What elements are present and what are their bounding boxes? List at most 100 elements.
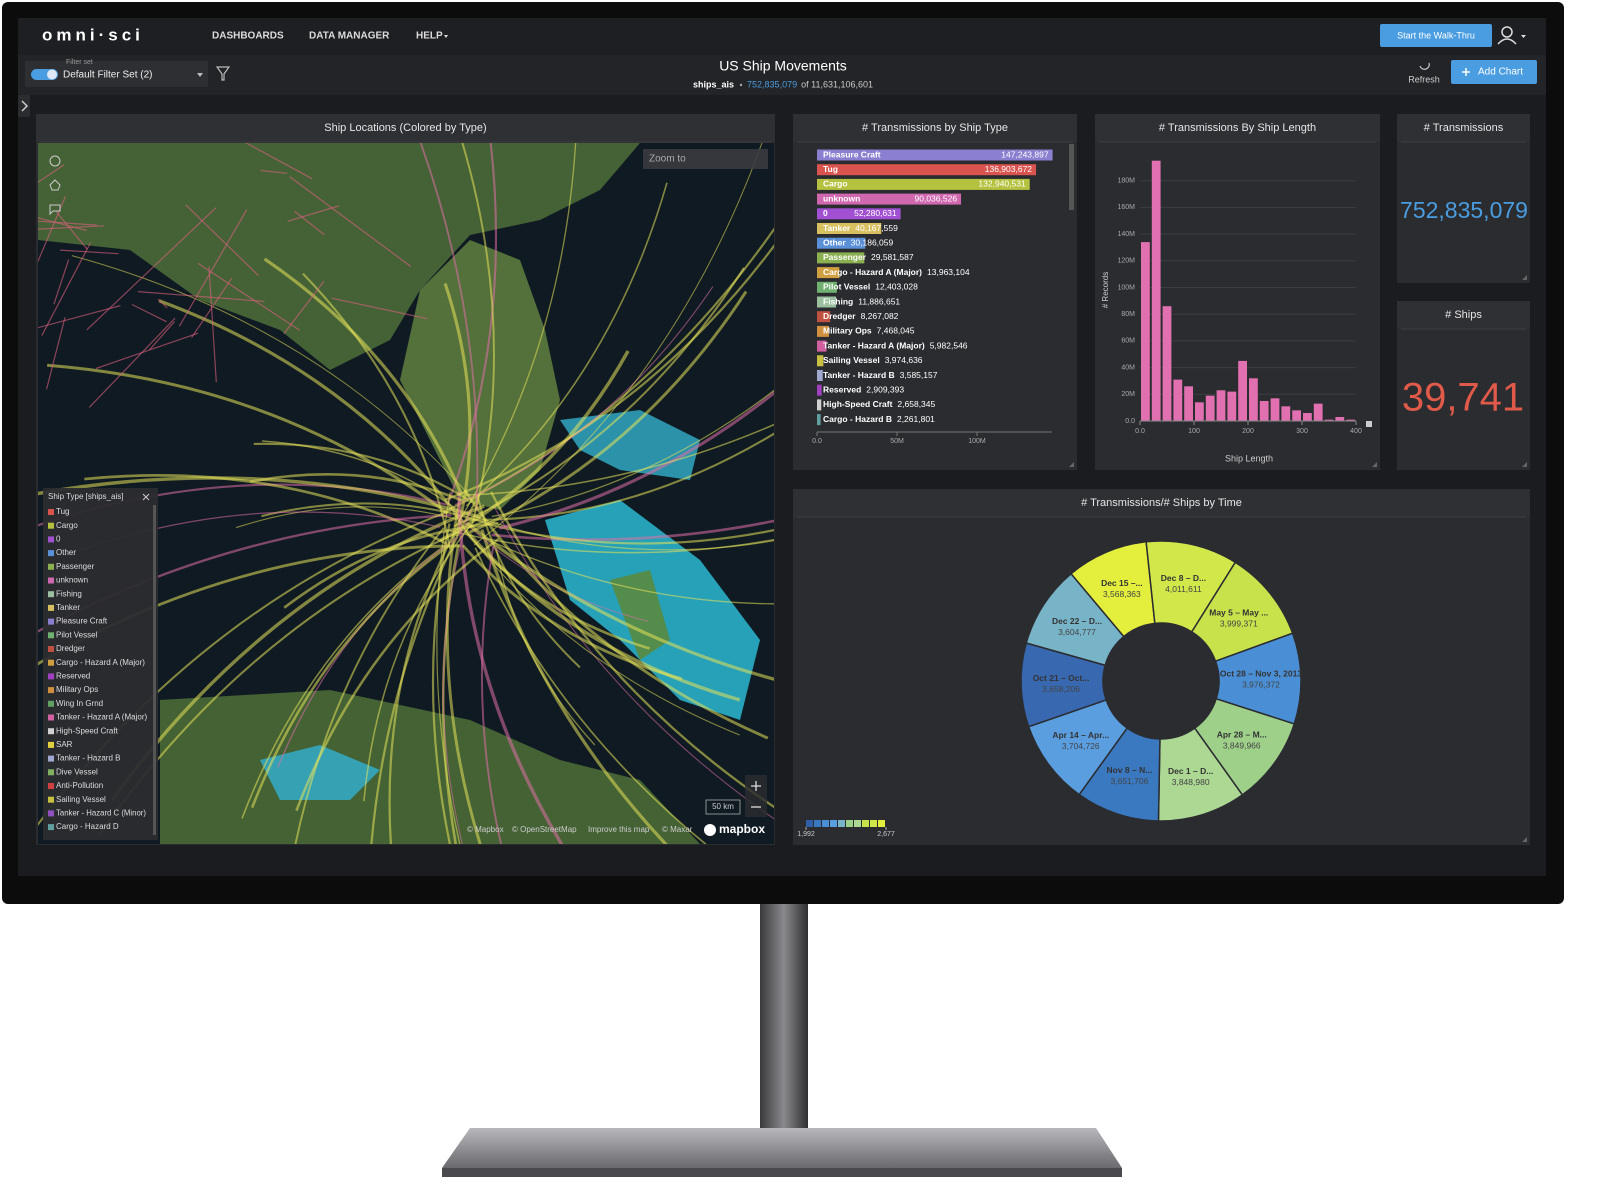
user-icon[interactable] xyxy=(1501,26,1513,38)
donut-slice-value: 3,999,371 xyxy=(1220,618,1258,628)
ship-track xyxy=(294,527,445,844)
panel-header xyxy=(793,114,1077,142)
legend-label: SAR xyxy=(56,740,73,749)
donut-slice-value: 3,704,726 xyxy=(1062,741,1100,751)
map-attribution: © OpenStreetMap xyxy=(512,825,577,834)
walkthru-button[interactable] xyxy=(1380,24,1492,47)
resize-handle[interactable] xyxy=(1522,837,1527,842)
zoom-controls[interactable] xyxy=(745,775,767,817)
ship-track xyxy=(492,524,774,545)
histogram-bar xyxy=(1281,406,1291,421)
legend-swatch xyxy=(48,810,54,817)
bar xyxy=(817,296,837,308)
draw-tool[interactable] xyxy=(49,155,61,167)
bar-value-label: 13,963,104 xyxy=(927,267,970,277)
bar xyxy=(817,164,1037,176)
legend-swatch xyxy=(48,563,54,570)
walkthru-button-label: Start the Walk-Thru xyxy=(1397,30,1475,40)
ship-track xyxy=(59,249,119,255)
x-tick-label: 400 xyxy=(1350,428,1362,435)
histogram-bar xyxy=(1227,391,1237,421)
donut-slice-label: Apr 14 – Apr... xyxy=(1052,730,1109,740)
ship-track xyxy=(191,277,233,338)
panel-title: # Transmissions by Ship Type xyxy=(862,122,1008,134)
ship-track xyxy=(45,317,66,390)
ship-track xyxy=(149,321,175,351)
y-tick-label: 60M xyxy=(1121,338,1135,345)
scrollbar[interactable] xyxy=(1069,144,1074,210)
histogram-bar xyxy=(1292,410,1301,421)
bar-value-label: 147,243,897 xyxy=(1001,149,1049,159)
donut-slice-label: Oct 21 – Oct... xyxy=(1033,673,1090,683)
side-toggle[interactable] xyxy=(18,95,30,117)
panel-header xyxy=(1095,114,1380,142)
legend-swatch xyxy=(48,755,54,762)
bar-value-label: 2,909,393 xyxy=(866,384,904,394)
ship-track xyxy=(197,262,300,331)
ship-track xyxy=(157,298,168,309)
lock-icon xyxy=(1366,421,1372,427)
map-canvas[interactable] xyxy=(0,0,1051,1038)
y-tick-label: 180M xyxy=(1117,178,1135,185)
legend-swatch xyxy=(48,618,54,625)
draw-tool[interactable] xyxy=(49,179,61,191)
ship-track xyxy=(95,332,199,370)
subtitle-part: ships_ais xyxy=(693,79,734,89)
legend-swatch xyxy=(48,536,54,543)
ship-track xyxy=(38,164,65,184)
zoom-to-placeholder: Zoom to xyxy=(649,154,686,165)
map-legend-close[interactable] xyxy=(142,493,150,501)
bar-label: Dredger xyxy=(823,311,856,321)
bar-value-label: 8,267,082 xyxy=(861,311,899,321)
filter-set-select[interactable] xyxy=(25,61,208,87)
legend-swatch xyxy=(48,783,54,789)
bar-label: Pilot Vessel xyxy=(823,282,870,292)
histogram-bar xyxy=(1335,416,1345,421)
bar-value-label: 3,974,636 xyxy=(885,355,923,365)
ship-track xyxy=(38,225,105,230)
draw-tool[interactable] xyxy=(49,204,61,216)
bar xyxy=(817,208,901,220)
legend-label: Dive Vessel xyxy=(56,767,98,776)
panel xyxy=(1095,114,1380,470)
bar-label: Fishing xyxy=(823,296,853,306)
nav-link: HELP xyxy=(416,31,443,42)
donut-slice-label: Dec 22 – D... xyxy=(1052,616,1102,626)
legend-swatch xyxy=(48,687,54,694)
bar xyxy=(817,384,822,396)
ship-track xyxy=(38,476,482,520)
x-tick-label: 100 xyxy=(1188,428,1200,435)
toolbar xyxy=(18,55,1546,95)
donut-slice-label: May 5 – May ... xyxy=(1209,607,1268,617)
ship-track xyxy=(489,539,774,605)
user-icon-body xyxy=(1497,38,1517,45)
bar-label: Other xyxy=(823,237,846,247)
y-tick-label: 40M xyxy=(1121,364,1135,371)
resize-handle[interactable] xyxy=(1372,462,1377,467)
bar-label: unknown xyxy=(823,193,860,203)
ship-track xyxy=(137,291,265,303)
donut-slice[interactable] xyxy=(1025,572,1125,667)
resize-handle[interactable] xyxy=(1522,275,1527,280)
ship-track xyxy=(283,280,325,335)
kpi-value: 39,741 xyxy=(1402,376,1524,420)
legend-swatch xyxy=(48,509,54,515)
zoom-in[interactable] xyxy=(751,781,761,791)
x-tick-label: 300 xyxy=(1296,428,1308,435)
panel-title: Ship Locations (Colored by Type) xyxy=(324,122,486,134)
ship-track xyxy=(235,506,457,529)
x-axis-label: Ship Length xyxy=(1225,453,1273,463)
add-chart-button[interactable] xyxy=(1451,60,1537,84)
plus-icon xyxy=(1462,68,1470,76)
ship-track xyxy=(38,220,97,226)
legend-swatch xyxy=(48,769,54,776)
ship-track xyxy=(86,207,217,331)
panel-title: # Transmissions/# Ships by Time xyxy=(1081,497,1242,509)
bar xyxy=(817,193,962,205)
refresh-icon[interactable] xyxy=(1419,62,1430,70)
filter-icon[interactable] xyxy=(215,66,231,81)
zoom-to-input[interactable] xyxy=(643,149,768,169)
resize-handle[interactable] xyxy=(1069,462,1074,467)
bar-value-label: 12,403,028 xyxy=(875,282,918,292)
resize-handle[interactable] xyxy=(1522,462,1527,467)
